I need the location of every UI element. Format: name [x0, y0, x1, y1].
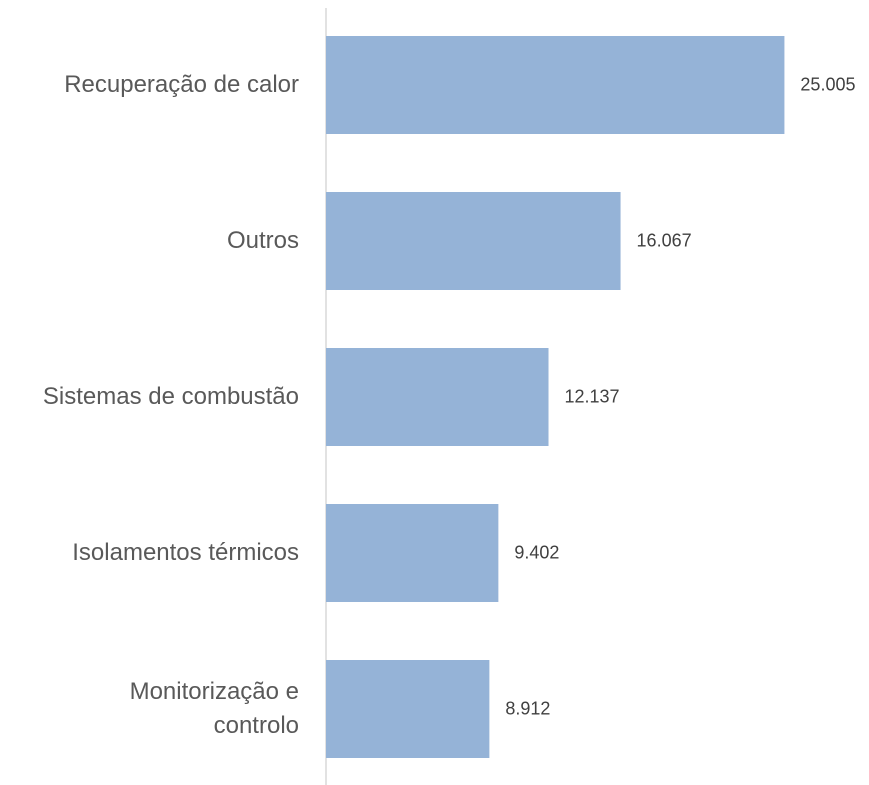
bar [326, 348, 549, 446]
bar [326, 36, 785, 134]
bar [326, 504, 499, 602]
value-label: 9.402 [514, 542, 560, 563]
value-label: 8.912 [505, 698, 551, 719]
category-label: Monitorização e controlo [129, 678, 299, 739]
category-label: Outros [226, 227, 299, 254]
bar [326, 660, 490, 758]
category-label: Isolamentos térmicos [72, 539, 299, 566]
value-label: 16.067 [636, 230, 692, 251]
value-label: 12.137 [564, 386, 620, 407]
bar [326, 192, 621, 290]
category-label: Sistemas de combustão [42, 383, 299, 410]
category-label: Recuperação de calor [64, 71, 299, 98]
value-label: 25.005 [800, 74, 856, 95]
